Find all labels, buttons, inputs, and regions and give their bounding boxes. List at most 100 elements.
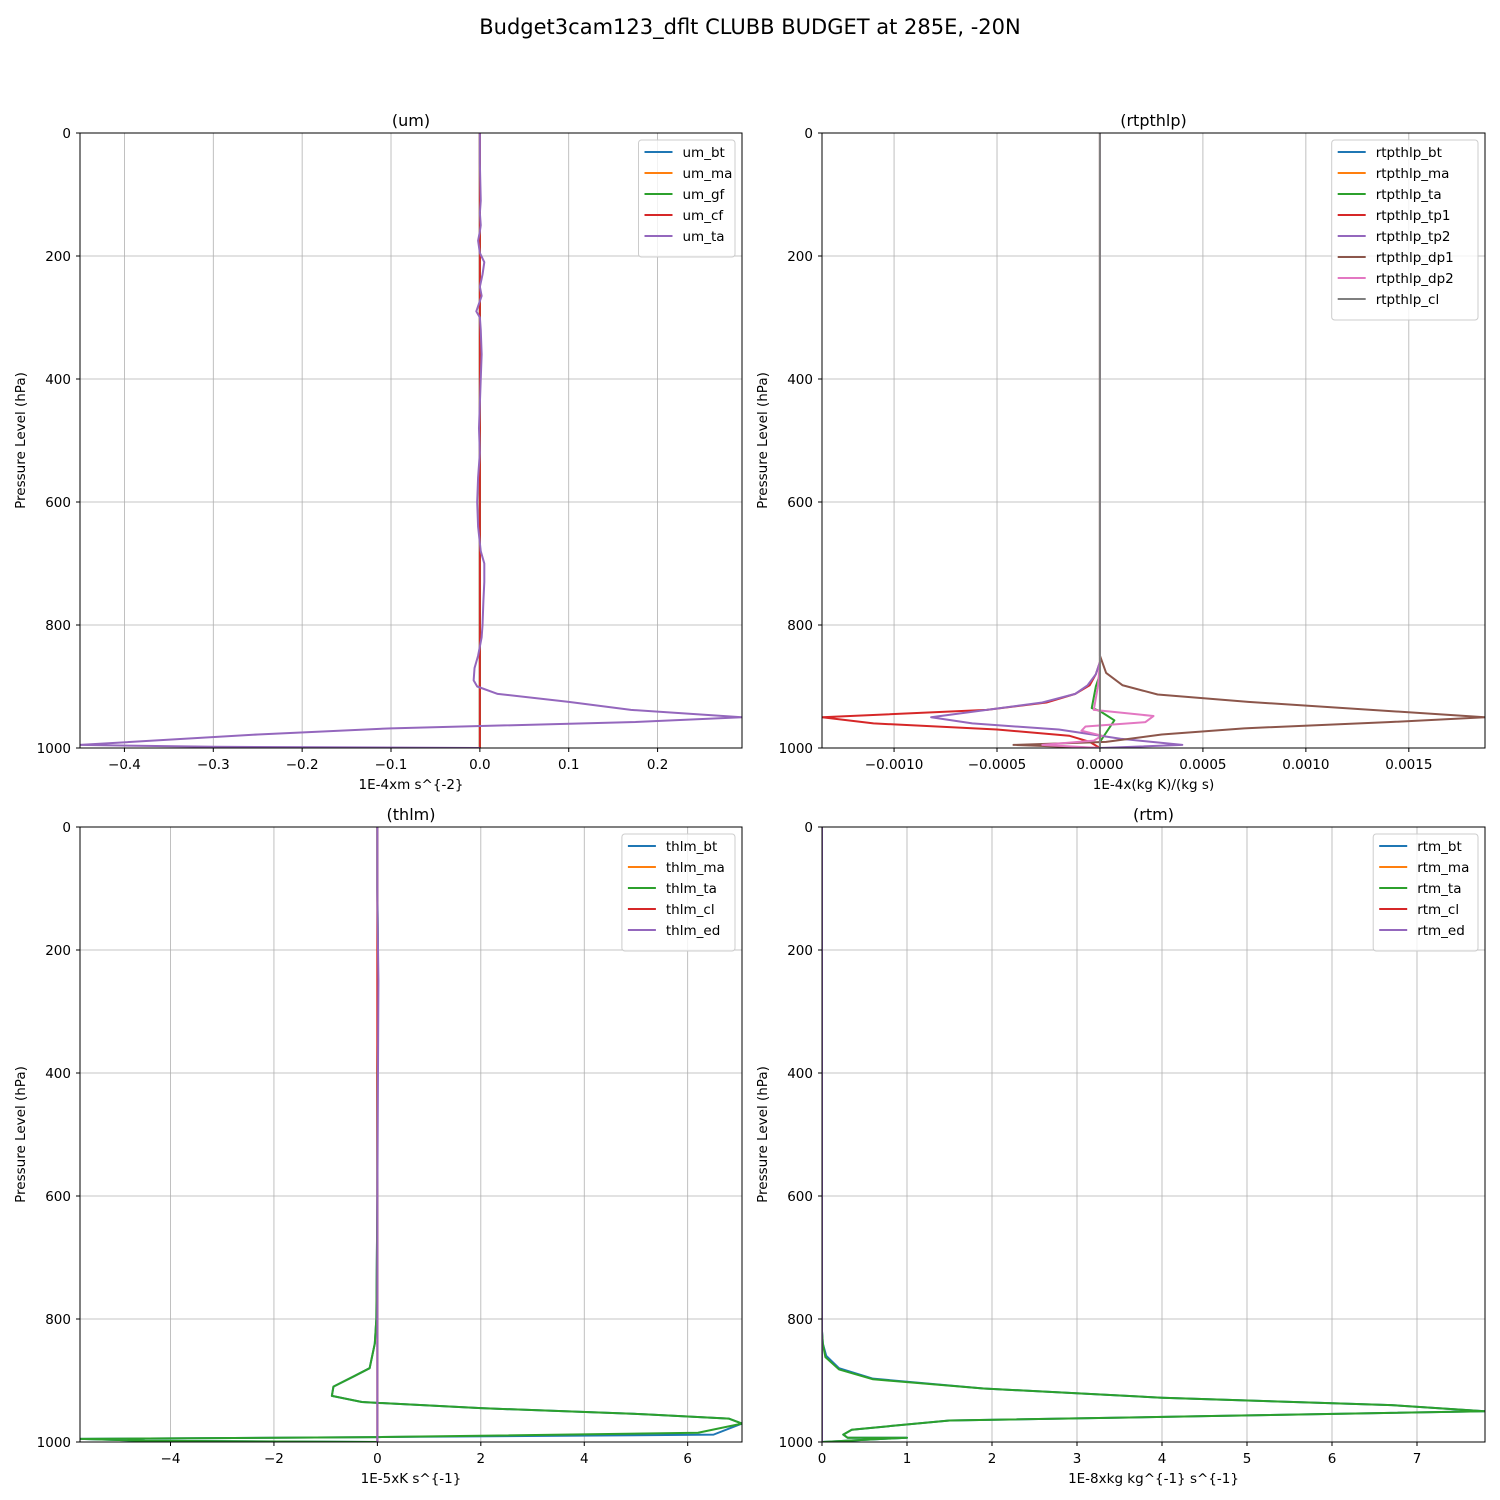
x-tick-label: 7 — [1413, 1451, 1422, 1467]
x-tick-label: 0.0000 — [1076, 757, 1123, 773]
plot-area — [822, 133, 1485, 748]
x-tick-label: 0.1 — [558, 757, 579, 773]
x-tick-label: −0.0005 — [968, 757, 1027, 773]
y-axis-label: Pressure Level (hPa) — [13, 372, 29, 509]
y-tick-label: 0 — [62, 820, 71, 836]
x-tick-label: −0.2 — [286, 757, 319, 773]
x-tick-label: 6 — [683, 1451, 692, 1467]
legend-label: thlm_bt — [666, 839, 717, 855]
subplot-0: −0.4 −0.3 −0.2 −0.1 0.0 0.1 0.2 0 200 400 600 800 10… — [13, 111, 743, 793]
legend-label: um_bt — [683, 145, 725, 161]
series-line-rtpthlp_dp2 — [1041, 133, 1155, 748]
x-tick-label: −0.1 — [375, 757, 408, 773]
x-tick-label: −2 — [264, 1451, 284, 1467]
y-axis-label: Pressure Level (hPa) — [755, 372, 771, 509]
x-tick-label: 1 — [903, 1451, 912, 1467]
legend-label: rtpthlp_tp1 — [1376, 208, 1451, 224]
y-tick-label: 0 — [804, 126, 813, 142]
x-tick-label: 6 — [1328, 1451, 1337, 1467]
legend-label: um_gf — [683, 187, 726, 203]
subplot-2: −4 −2 0 2 4 6 0 200 400 600 800 1000 (thlm) 1E-5xK s^… — [13, 805, 743, 1487]
legend-label: um_ma — [683, 166, 733, 182]
y-tick-label: 1000 — [37, 741, 71, 757]
y-tick-label: 200 — [787, 943, 813, 959]
y-tick-label: 600 — [45, 1189, 71, 1205]
series-line-rtpthlp_tp2 — [930, 133, 1184, 748]
x-tick-label: 0.0005 — [1179, 757, 1226, 773]
x-tick-label: 2 — [477, 1451, 486, 1467]
series-line-rtm_ta — [822, 827, 1485, 1442]
series-line-um_ta — [80, 133, 742, 748]
x-tick-label: −0.3 — [197, 757, 230, 773]
legend: rtm_bt rtm_ma rtm_ta rtm_cl rtm_ed — [1372, 833, 1479, 952]
legend-box — [621, 833, 736, 952]
axes-frame — [821, 132, 1486, 749]
legend-label: thlm_ma — [666, 860, 725, 876]
subplot-title: (thlm) — [387, 805, 436, 824]
legend-label: rtm_ma — [1417, 860, 1469, 876]
legend-label: rtm_cl — [1417, 902, 1459, 918]
legend: rtpthlp_bt rtpthlp_ma rtpthlp_ta rtpthlp_tp… — [1331, 139, 1479, 321]
x-tick-label: 0.2 — [647, 757, 668, 773]
x-tick-label: 0 — [373, 1451, 382, 1467]
series-line-rtpthlp_tp1 — [822, 133, 1101, 748]
y-tick-label: 0 — [804, 820, 813, 836]
x-tick-label: 5 — [1243, 1451, 1252, 1467]
x-tick-label: −0.0010 — [865, 757, 924, 773]
x-axis-label: 1E-4x(kg K)/(kg s) — [1093, 777, 1214, 793]
legend-box — [638, 139, 736, 258]
legend-label: rtm_bt — [1417, 839, 1462, 855]
legend-box — [1372, 833, 1479, 952]
x-tick-label: 0 — [818, 1451, 827, 1467]
y-tick-label: 200 — [45, 249, 71, 265]
legend: thlm_bt thlm_ma thlm_ta thlm_cl thlm_ed — [621, 833, 736, 952]
x-axis-label: 1E-8xkg kg^{-1} s^{-1} — [1068, 1471, 1239, 1487]
y-tick-label: 400 — [45, 1066, 71, 1082]
legend-label: rtpthlp_ta — [1376, 187, 1442, 203]
series-line-rtpthlp_dp1 — [1012, 133, 1485, 748]
legend-box — [1331, 139, 1479, 321]
plot-area — [80, 133, 742, 748]
x-axis-label: 1E-5xK s^{-1} — [361, 1471, 462, 1487]
y-tick-label: 800 — [45, 1312, 71, 1328]
x-tick-label: 2 — [988, 1451, 997, 1467]
y-tick-label: 0 — [62, 126, 71, 142]
y-tick-label: 800 — [787, 618, 813, 634]
x-tick-label: −4 — [161, 1451, 181, 1467]
x-tick-label: 3 — [1073, 1451, 1082, 1467]
y-tick-label: 200 — [45, 943, 71, 959]
legend-label: rtpthlp_dp2 — [1376, 271, 1454, 287]
legend-label: um_cf — [683, 208, 725, 224]
y-axis-label: Pressure Level (hPa) — [13, 1066, 29, 1203]
x-tick-label: 4 — [580, 1451, 589, 1467]
subplot-1: −0.0010 −0.0005 0.0000 0.0005 0.0010 0.0015 0 2… — [755, 111, 1486, 793]
legend: um_bt um_ma um_gf um_cf um_ta — [638, 139, 736, 258]
plot-area — [80, 827, 742, 1442]
legend-label: rtpthlp_cl — [1376, 292, 1440, 308]
legend-label: rtm_ed — [1417, 923, 1465, 939]
y-tick-label: 600 — [45, 495, 71, 511]
y-tick-label: 400 — [45, 372, 71, 388]
legend-label: um_ta — [683, 229, 725, 245]
series-line-thlm_ed — [376, 827, 380, 1442]
y-tick-label: 200 — [787, 249, 813, 265]
x-tick-label: 0.0 — [469, 757, 490, 773]
legend-label: rtm_ta — [1417, 881, 1461, 897]
y-tick-label: 400 — [787, 372, 813, 388]
legend-label: rtpthlp_tp2 — [1376, 229, 1451, 245]
y-tick-label: 400 — [787, 1066, 813, 1082]
plot-area — [822, 827, 1485, 1442]
y-tick-label: 800 — [45, 618, 71, 634]
figure-title: Budget3cam123_dflt CLUBB BUDGET at 285E,… — [479, 15, 1021, 39]
series-line-rtpthlp_ta — [1090, 133, 1116, 748]
x-tick-label: 4 — [1158, 1451, 1167, 1467]
x-tick-label: −0.4 — [108, 757, 141, 773]
y-axis-label: Pressure Level (hPa) — [755, 1066, 771, 1203]
subplot-title: (um) — [392, 111, 430, 130]
legend-label: thlm_ed — [666, 923, 720, 939]
subplot-title: (rtpthlp) — [1120, 111, 1187, 130]
y-tick-label: 1000 — [779, 741, 813, 757]
y-tick-label: 600 — [787, 1189, 813, 1205]
legend-label: thlm_cl — [666, 902, 715, 918]
